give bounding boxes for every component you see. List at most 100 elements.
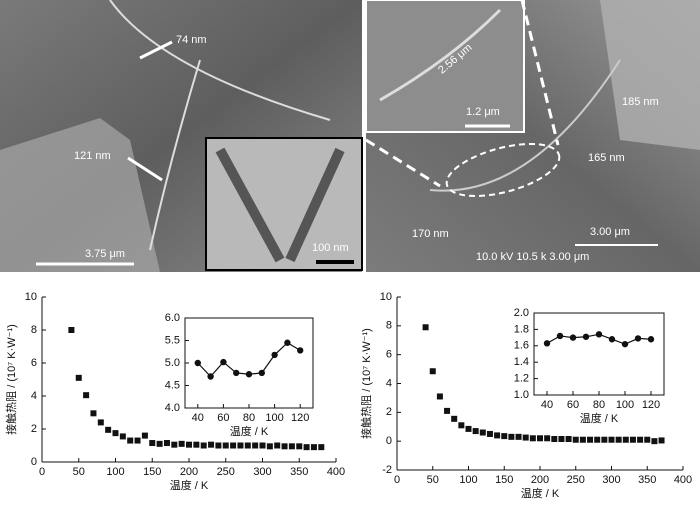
data-point (634, 335, 642, 342)
y-tick-label: -2 (382, 464, 392, 476)
data-point (237, 442, 244, 449)
data-point (303, 444, 310, 451)
y-tick-label: 2 (31, 423, 37, 435)
data-point (134, 437, 141, 444)
x-tick-label: 150 (143, 466, 161, 478)
data-point (244, 442, 251, 449)
data-point (644, 436, 651, 443)
y-axis-label: 接触热阻 / (10⁷ K·W⁻¹) (359, 328, 373, 439)
x-tick-label: 60 (567, 399, 579, 411)
data-point (458, 422, 465, 429)
data-point (90, 410, 97, 417)
data-point (529, 435, 536, 442)
x-axis-label: 温度 / K (170, 478, 209, 492)
x-tick-label: 150 (495, 474, 513, 486)
x-tick-label: 200 (180, 466, 198, 478)
data-point (259, 442, 266, 449)
data-point (193, 441, 200, 448)
data-point (296, 443, 303, 450)
image-label: 185 nm (622, 96, 659, 108)
y-tick-label: 1.6 (514, 340, 529, 352)
x-tick-label: 250 (567, 474, 585, 486)
y-tick-label: 2 (386, 406, 392, 418)
data-point (207, 373, 214, 380)
data-point (149, 440, 156, 447)
data-point (194, 359, 201, 367)
inset-frame (533, 312, 665, 396)
data-point (556, 332, 564, 340)
image-label: 165 nm (588, 152, 625, 164)
data-point (97, 419, 104, 426)
y-tick-label: 6.0 (165, 312, 180, 324)
data-point (537, 435, 543, 442)
image-label: 100 nm (312, 242, 349, 254)
data-point (156, 440, 163, 447)
data-point (429, 368, 436, 375)
data-point (451, 415, 458, 422)
x-tick-label: 40 (192, 412, 204, 424)
data-point (622, 436, 629, 443)
data-point (230, 442, 237, 449)
sem-image-left: 74 nm 121 nm 3.75 μm 100 nm (0, 0, 363, 272)
x-tick-label: 350 (638, 474, 656, 486)
x-tick-label: 300 (602, 474, 620, 486)
data-point (479, 429, 486, 436)
x-tick-label: 100 (616, 399, 634, 411)
data-point (508, 433, 515, 440)
data-point (558, 436, 565, 443)
data-point (258, 369, 265, 377)
image-label: 10.0 kV 10.5 k 3.00 μm (476, 251, 589, 263)
data-point (266, 443, 273, 450)
data-point (222, 442, 229, 449)
data-point (68, 327, 75, 333)
y-tick-label: 5.5 (165, 334, 180, 346)
data-point (647, 336, 655, 343)
x-tick-label: 350 (290, 466, 308, 478)
image-label: 121 nm (74, 150, 111, 162)
data-point (233, 369, 240, 377)
data-point (178, 440, 185, 447)
data-point (565, 436, 572, 443)
data-point (271, 351, 278, 359)
y-tick-label: 10 (25, 291, 37, 303)
data-point (220, 358, 227, 366)
data-point (637, 436, 644, 443)
data-point (422, 324, 429, 331)
data-point (274, 442, 281, 449)
data-point (284, 339, 291, 346)
x-tick-label: 0 (39, 466, 45, 478)
y-tick-label: 6 (31, 357, 37, 369)
data-point (141, 432, 148, 439)
data-point (601, 436, 608, 443)
data-point (281, 443, 288, 450)
y-tick-label: 8 (386, 320, 392, 332)
y-tick-label: 1.0 (514, 389, 529, 401)
data-point (436, 393, 443, 400)
x-axis-label: 温度 / K (230, 424, 269, 438)
data-point (582, 333, 590, 340)
data-point (465, 425, 472, 432)
y-tick-label: 10 (380, 291, 392, 303)
data-point (472, 428, 479, 435)
x-tick-label: 50 (73, 466, 85, 478)
data-point (112, 430, 119, 437)
y-tick-label: 4 (386, 377, 392, 389)
data-point (629, 436, 636, 443)
y-tick-label: 1.2 (514, 373, 529, 385)
y-tick-label: 0 (31, 456, 37, 468)
data-point (310, 444, 317, 451)
image-label: 74 nm (176, 34, 207, 46)
data-point (318, 444, 325, 451)
x-tick-label: 200 (531, 474, 549, 486)
data-point (444, 407, 451, 414)
x-tick-label: 100 (459, 474, 477, 486)
data-point (651, 438, 658, 445)
data-point (486, 430, 493, 437)
x-tick-label: 50 (427, 474, 439, 486)
data-point (297, 347, 304, 354)
y-tick-label: 8 (31, 324, 37, 336)
data-point (594, 436, 601, 443)
data-point (127, 437, 134, 444)
x-axis-label: 温度 / K (521, 486, 560, 500)
x-tick-label: 80 (593, 399, 605, 411)
